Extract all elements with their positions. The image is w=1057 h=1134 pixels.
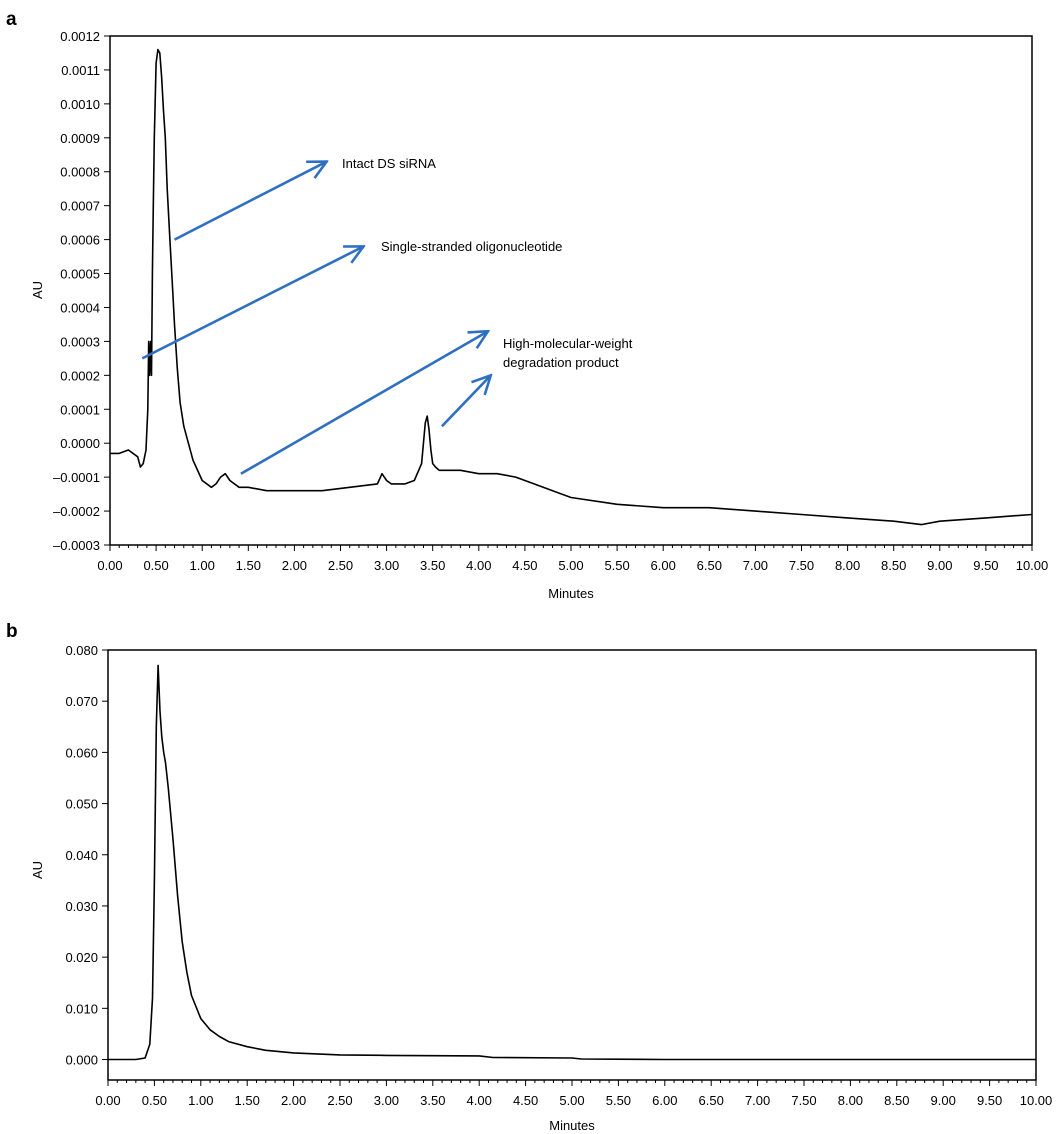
- y-tick-label: –0.0001: [53, 470, 100, 485]
- x-tick-label: 0.00: [95, 1093, 120, 1108]
- annotation-arrow: [141, 246, 363, 360]
- x-tick-labels-a: 0.00 0.50 1.00 1.50 2.00 2.50 3.00 3.50 4.00 4.50…: [97, 545, 1048, 573]
- x-tick-label: 4.00: [466, 558, 491, 573]
- x-tick-label: 6.50: [697, 558, 722, 573]
- x-tick-label: 3.50: [420, 558, 445, 573]
- y-tick-labels-b: 0.000 0.010 0.020 0.030 0.040 0.050 0.060 0.070…: [65, 643, 108, 1068]
- x-tick-label: 10.00: [1020, 1093, 1053, 1108]
- x-tick-label: 2.00: [281, 1093, 306, 1108]
- annotation-hmw-line-1: High-molecular-weight: [503, 336, 633, 351]
- x-tick-label: 8.50: [881, 558, 906, 573]
- chart-panel-a: a 0.00 0.50 1.00 1.50 2.00 2.50 3.00 3.50 4.00 4.…: [6, 9, 1048, 601]
- y-tick-label: 0.0004: [60, 300, 100, 315]
- x-tick-label: 5.00: [558, 558, 583, 573]
- y-tick-label: 0.0001: [60, 402, 100, 417]
- x-tick-label: 9.50: [973, 558, 998, 573]
- y-tick-label: 0.0006: [60, 233, 100, 248]
- x-tick-labels-b: 0.00 0.50 1.00 1.50 2.00 2.50 3.00 3.50 4.00 4.50…: [95, 1080, 1052, 1108]
- x-tick-label: 9.00: [931, 1093, 956, 1108]
- chart-panel-b: b 0.00 0.50 1.00 1.50 2.00 2.50 3.00 3.50 4.00 4.…: [6, 621, 1052, 1133]
- x-tick-label: 2.50: [328, 558, 353, 573]
- x-tick-label: 4.00: [467, 1093, 492, 1108]
- x-tick-label: 3.00: [374, 558, 399, 573]
- y-axis-title-b: AU: [30, 861, 45, 879]
- y-tick-label: 0.0010: [60, 97, 100, 112]
- y-tick-label: 0.060: [65, 745, 98, 760]
- y-tick-label: 0.020: [65, 950, 98, 965]
- plot-frame-b: [107, 649, 1037, 1081]
- x-tick-label: 3.00: [374, 1093, 399, 1108]
- x-tick-label: 3.50: [420, 1093, 445, 1108]
- series-line-b: [108, 664, 1036, 1061]
- y-tick-labels-a: –0.0003 –0.0002 –0.0001 0.0000 0.0001 0.0002 0…: [53, 29, 110, 553]
- y-tick-label: 0.000: [65, 1053, 98, 1068]
- x-tick-label: 7.50: [789, 558, 814, 573]
- y-tick-label: 0.010: [65, 1001, 98, 1016]
- x-tick-label: 0.50: [143, 558, 168, 573]
- x-axis-title-b: Minutes: [549, 1118, 595, 1133]
- x-tick-label: 8.00: [838, 1093, 863, 1108]
- annotation-arrow: [240, 331, 488, 475]
- x-tick-label: 1.00: [190, 558, 215, 573]
- x-tick-label: 5.00: [559, 1093, 584, 1108]
- annotation-arrow: [440, 375, 491, 428]
- y-tick-label: 0.0005: [60, 267, 100, 282]
- y-tick-label: 0.050: [65, 797, 98, 812]
- y-tick-label: 0.0012: [60, 29, 100, 44]
- x-tick-label: 10.00: [1016, 558, 1049, 573]
- y-tick-label: 0.0007: [60, 199, 100, 214]
- x-tick-label: 6.00: [651, 558, 676, 573]
- y-tick-label: 0.070: [65, 694, 98, 709]
- x-tick-label: 1.50: [236, 558, 261, 573]
- y-tick-label: 0.0008: [60, 165, 100, 180]
- x-tick-label: 2.00: [282, 558, 307, 573]
- x-tick-label: 9.50: [977, 1093, 1002, 1108]
- y-tick-label: 0.0002: [60, 368, 100, 383]
- x-tick-label: 7.00: [743, 558, 768, 573]
- x-tick-label: 9.00: [927, 558, 952, 573]
- y-tick-label: –0.0002: [53, 504, 100, 519]
- annotation-hmw-line-2: degradation product: [503, 355, 619, 370]
- panel-a-label: a: [6, 9, 17, 30]
- x-tick-label: 1.50: [235, 1093, 260, 1108]
- annotation-arrows-a: [141, 162, 491, 475]
- x-tick-label: 6.50: [699, 1093, 724, 1108]
- y-tick-label: 0.0009: [60, 131, 100, 146]
- y-tick-label: 0.0003: [60, 334, 100, 349]
- y-tick-label: 0.030: [65, 899, 98, 914]
- y-tick-label: 0.0011: [61, 63, 100, 78]
- x-tick-label: 4.50: [513, 1093, 538, 1108]
- y-tick-label: 0.040: [65, 848, 98, 863]
- annotation-single-stranded: Single-stranded oligonucleotide: [381, 239, 562, 254]
- y-tick-label: 0.080: [65, 643, 98, 658]
- x-tick-label: 4.50: [512, 558, 537, 573]
- x-tick-label: 8.00: [835, 558, 860, 573]
- panel-b-label: b: [6, 621, 18, 642]
- series-line-a: [110, 48, 1033, 526]
- x-tick-label: 0.50: [142, 1093, 167, 1108]
- x-tick-label: 0.00: [97, 558, 122, 573]
- x-tick-label: 7.50: [791, 1093, 816, 1108]
- x-tick-label: 5.50: [606, 1093, 631, 1108]
- x-axis-title-a: Minutes: [548, 586, 594, 601]
- annotation-arrow: [173, 162, 327, 241]
- x-tick-label: 6.00: [652, 1093, 677, 1108]
- annotation-intact-ds-sirna: Intact DS siRNA: [342, 156, 436, 171]
- x-tick-label: 8.50: [884, 1093, 909, 1108]
- x-tick-label: 5.50: [604, 558, 629, 573]
- x-tick-label: 2.50: [327, 1093, 352, 1108]
- y-tick-label: –0.0003: [53, 538, 100, 553]
- y-axis-title-a: AU: [30, 281, 45, 299]
- x-tick-label: 7.00: [745, 1093, 770, 1108]
- y-tick-label: 0.0000: [60, 436, 100, 451]
- x-tick-label: 1.00: [188, 1093, 213, 1108]
